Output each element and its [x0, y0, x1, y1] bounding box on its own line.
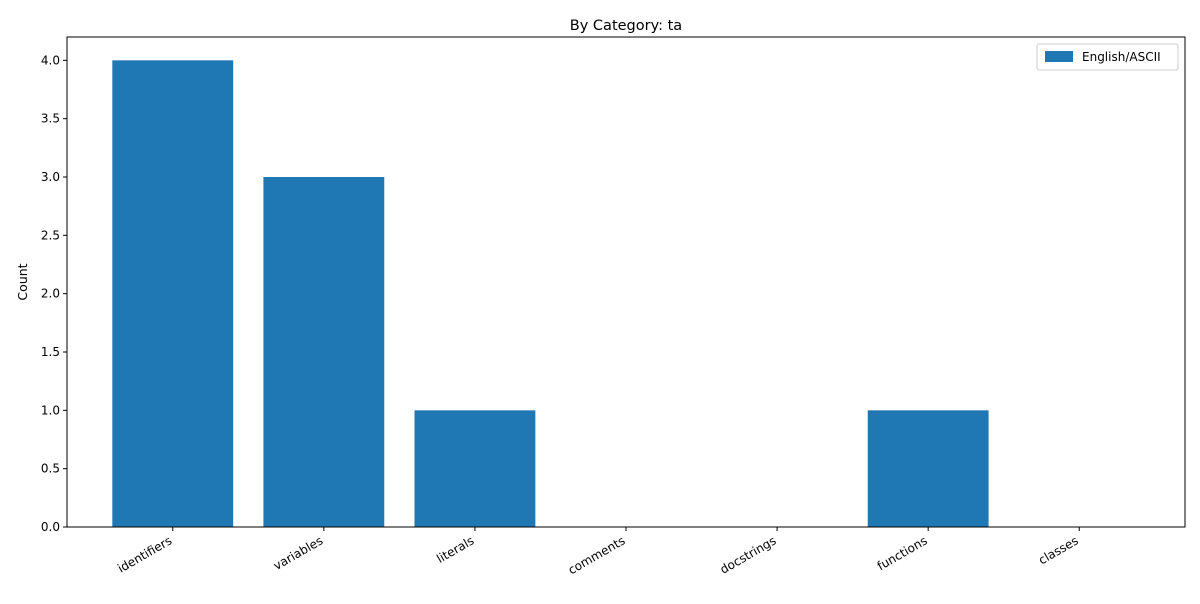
y-tick-label: 3.5: [41, 112, 60, 126]
y-axis-ticks: 0.0 0.5 1.0 1.5 2.0 2.5 3.0 3.5 4.0: [41, 53, 67, 534]
y-tick-label: 3.0: [41, 170, 60, 184]
y-tick-label: 2.5: [41, 228, 60, 242]
y-tick-label: 0.5: [41, 462, 60, 476]
bar-literals: [414, 410, 536, 527]
legend-swatch: [1045, 51, 1073, 62]
x-axis-ticks: identifiers variables literals comments docs…: [115, 527, 1081, 577]
y-tick-label: 2.0: [41, 287, 60, 301]
x-tick-label-docstrings: docstrings: [718, 533, 779, 576]
chart-title: By Category: ta: [570, 18, 682, 34]
legend-label: English/ASCII: [1082, 50, 1161, 64]
x-tick-label-variables: variables: [271, 533, 325, 572]
y-tick-label: 1.0: [41, 403, 60, 417]
bar-identifiers: [112, 60, 234, 527]
plot-frame: [66, 36, 1186, 528]
bar-functions: [867, 410, 989, 527]
legend-box: [1036, 43, 1179, 71]
x-tick-label-identifiers: identifiers: [115, 533, 174, 575]
y-tick-label: 4.0: [41, 53, 60, 67]
x-tick-label-classes: classes: [1036, 533, 1081, 567]
y-tick-label: 1.5: [41, 345, 60, 359]
legend: English/ASCII: [1036, 43, 1179, 71]
x-tick-label-literals: literals: [434, 533, 476, 565]
bars-group: [112, 60, 989, 527]
y-tick-label: 0.0: [41, 520, 60, 534]
x-tick-label-functions: functions: [875, 533, 930, 573]
y-axis-label: Count: [15, 263, 30, 300]
bar-variables: [263, 177, 385, 527]
x-tick-label-comments: comments: [566, 533, 628, 577]
